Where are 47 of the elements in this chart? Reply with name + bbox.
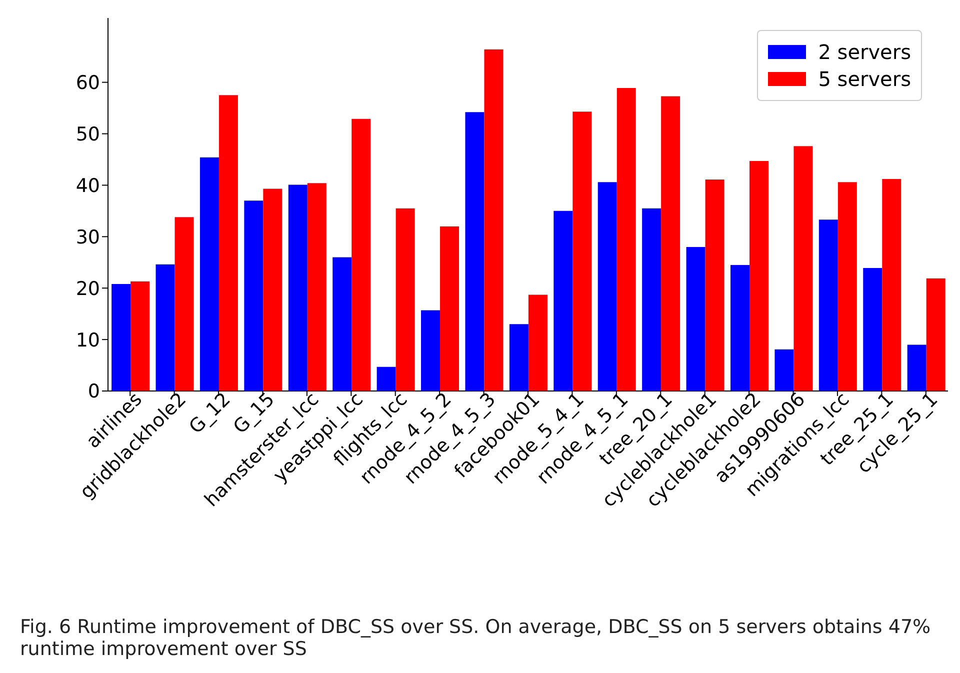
bar xyxy=(440,226,460,391)
bar xyxy=(332,257,352,391)
bar xyxy=(200,157,219,391)
bar xyxy=(156,264,175,391)
bar xyxy=(554,210,573,391)
caption: Fig. 6 Runtime improvement of DBC_SS over SS. On average, DBC_SS on 5 servers obtains 47% runtime improvement over SS xyxy=(20,616,932,660)
bar xyxy=(396,208,415,391)
bar xyxy=(465,112,484,391)
bar xyxy=(838,182,857,391)
bar xyxy=(907,344,926,391)
bar xyxy=(352,118,371,391)
legend-label: 5 servers xyxy=(818,67,911,91)
y-tick-label: 60 xyxy=(76,72,100,94)
y-tick-label: 30 xyxy=(76,226,100,248)
bar xyxy=(686,246,706,391)
bar xyxy=(288,184,308,391)
y-tick-label: 50 xyxy=(76,124,100,146)
bar xyxy=(218,95,238,391)
bar xyxy=(794,146,813,391)
bar xyxy=(174,217,194,391)
bar xyxy=(863,268,882,391)
bar xyxy=(616,88,636,391)
bar xyxy=(661,96,680,391)
bar xyxy=(112,284,131,391)
bar xyxy=(484,49,504,391)
bar xyxy=(528,294,548,391)
y-tick-label: 20 xyxy=(76,278,100,300)
bar xyxy=(263,188,282,391)
legend-label: 2 servers xyxy=(818,40,911,64)
bar xyxy=(130,281,150,391)
bar xyxy=(926,278,946,391)
bar xyxy=(244,200,264,391)
bar xyxy=(882,179,902,391)
bar xyxy=(421,310,440,391)
bar xyxy=(774,349,794,391)
bar xyxy=(730,264,750,391)
bar xyxy=(572,112,592,391)
y-tick-label: 40 xyxy=(76,174,100,197)
bar xyxy=(307,183,326,391)
bar xyxy=(749,161,768,391)
bar xyxy=(642,208,662,391)
y-tick-label: 10 xyxy=(76,329,100,352)
bar xyxy=(818,220,838,391)
bar xyxy=(509,324,528,391)
bar xyxy=(376,366,396,391)
bar xyxy=(598,182,617,391)
bar xyxy=(705,180,724,391)
